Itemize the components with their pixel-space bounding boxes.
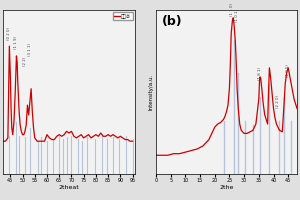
Text: (0 2 0): (0 2 0) [7,27,10,40]
Text: (1 0 5): (1 0 5) [286,64,289,77]
Text: (2 2 0): (2 2 0) [276,95,280,108]
Text: (2 2): (2 2) [23,57,27,66]
X-axis label: 2theat: 2theat [58,185,80,190]
Text: (3 1 1): (3 1 1) [28,43,32,56]
Y-axis label: Intensity/a.u.: Intensity/a.u. [148,74,153,110]
Text: (1 8 1): (1 8 1) [258,67,262,80]
Text: (1 1 0): (1 1 0) [230,3,234,16]
X-axis label: 2the: 2the [219,185,234,190]
Text: (b): (b) [162,15,182,28]
Text: (1 0 1): (1 0 1) [235,9,239,22]
Legend: 样哆⑦: 样哆⑦ [113,12,133,20]
Text: (1 1 9): (1 1 9) [14,36,18,49]
